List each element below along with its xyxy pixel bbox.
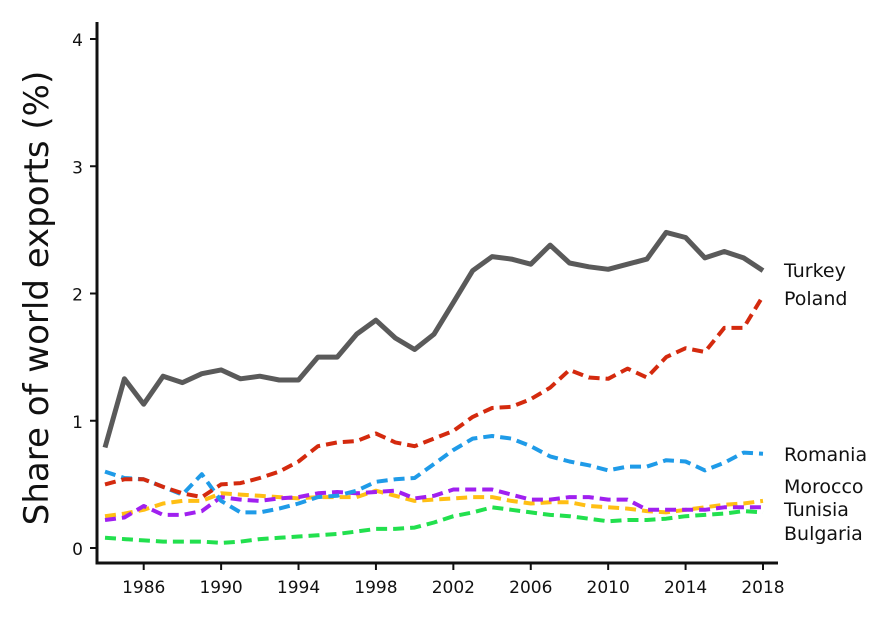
x-tick-label: 1986 xyxy=(122,578,165,598)
ticks: 0 1 2 3 4 1986 1990 1994 1998 2002 2006 2010 2014 201… xyxy=(72,31,784,598)
series-label-poland: Poland xyxy=(784,288,847,310)
y-axis-label: Share of world exports (%) xyxy=(17,71,57,525)
x-tick-label: 2018 xyxy=(741,578,784,598)
x-tick-label: 2002 xyxy=(432,578,475,598)
series-line-tunisia xyxy=(104,488,764,519)
series-label-morocco: Morocco xyxy=(784,476,864,498)
y-tick-label: 3 xyxy=(72,158,83,178)
series-lines xyxy=(102,229,765,545)
x-tick-label: 2014 xyxy=(664,578,707,598)
series-label-romania: Romania xyxy=(784,444,867,466)
x-tick-label: 2006 xyxy=(509,578,552,598)
x-tick-label: 1998 xyxy=(354,578,397,598)
series-label-tunisia: Tunisia xyxy=(783,499,849,521)
x-tick-label: 1990 xyxy=(199,578,242,598)
series-line-poland xyxy=(104,294,765,500)
series-line-bulgaria xyxy=(104,505,764,545)
series-line-romania xyxy=(104,434,764,515)
x-tick-label: 2010 xyxy=(587,578,630,598)
y-tick-label: 4 xyxy=(72,31,83,51)
series-line-morocco xyxy=(104,487,763,522)
x-tick-label: 1994 xyxy=(277,578,320,598)
y-tick-label: 1 xyxy=(72,413,83,433)
series-labels: Turkey Poland Romania MoroccoTunisiaBulgari… xyxy=(783,260,867,545)
y-tick-label: 0 xyxy=(72,540,83,560)
axes xyxy=(95,22,778,565)
series-label-turkey: Turkey xyxy=(783,260,846,282)
series-line-turkey xyxy=(102,229,765,449)
y-tick-label: 2 xyxy=(72,286,83,306)
series-label-bulgaria: Bulgaria xyxy=(784,523,863,545)
